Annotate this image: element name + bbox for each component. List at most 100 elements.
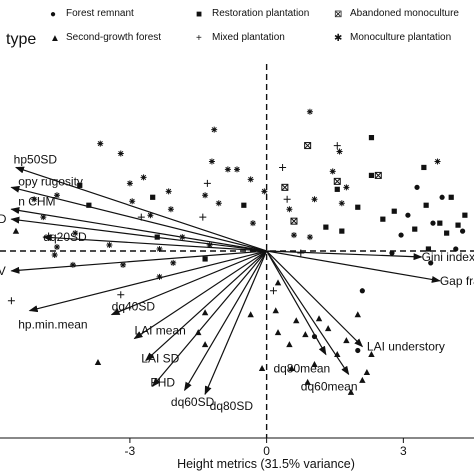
point-monoculture-plantation	[343, 184, 350, 191]
point-monoculture-plantation	[211, 126, 218, 133]
point-monoculture-plantation	[311, 196, 318, 203]
loading-label: Gini index	[422, 250, 474, 264]
point-mixed-plantation	[7, 297, 15, 305]
point-forest-remnant	[405, 212, 411, 218]
point-second-growth-forest	[363, 368, 371, 375]
point-monoculture-plantation	[261, 188, 268, 195]
point-second-growth-forest	[94, 359, 102, 366]
loading-arrow	[266, 250, 423, 261]
point-forest-remnant	[389, 250, 395, 256]
point-restoration-plantation	[86, 202, 92, 208]
point-forest-remnant	[398, 232, 404, 238]
loading-label: hp50SD	[14, 152, 58, 166]
point-monoculture-plantation	[51, 251, 58, 258]
loading-arrow	[152, 250, 268, 388]
point-monoculture-plantation	[234, 166, 240, 173]
point-monoculture-plantation	[53, 244, 60, 251]
legend-label: Second-growth forest	[66, 32, 161, 43]
point-abandoned-monoculture	[290, 217, 298, 225]
point-second-growth-forest	[311, 360, 318, 367]
point-restoration-plantation	[421, 164, 427, 171]
point-second-growth-forest	[12, 227, 20, 234]
point-mixed-plantation	[283, 195, 291, 203]
point-mixed-plantation	[199, 213, 207, 221]
loading-arrow	[266, 250, 327, 356]
loading-label: dq80SD	[210, 399, 254, 413]
loading-label: V	[0, 264, 6, 278]
point-restoration-plantation	[425, 246, 432, 252]
loading-arrow	[10, 207, 267, 252]
point-monoculture-plantation	[120, 261, 127, 268]
point-monoculture-plantation	[338, 200, 345, 207]
legend-label: Forest remnant	[66, 8, 134, 19]
point-mixed-plantation	[203, 179, 211, 187]
loading-label: dq60mean	[301, 379, 358, 393]
legend-items: ● Forest remnant ■ Restoration plantation ⊠ A…	[50, 8, 459, 44]
point-monoculture-plantation	[290, 232, 297, 239]
loading-label: dq80mean	[273, 361, 330, 375]
point-monoculture-plantation	[434, 158, 441, 165]
loading-arrow	[266, 250, 350, 376]
point-restoration-plantation	[448, 194, 454, 200]
legend-marker: ✱	[334, 33, 342, 44]
point-mixed-plantation	[269, 287, 277, 295]
point-second-growth-forest	[201, 309, 209, 316]
point-second-growth-forest	[347, 388, 355, 395]
legend-label: Monoculture plantation	[350, 32, 451, 43]
point-monoculture-plantation	[147, 212, 154, 219]
loading-label: LAI understory	[367, 339, 445, 353]
legend-marker: ⊠	[334, 9, 342, 20]
loading-label: dq20SD	[43, 230, 87, 244]
point-monoculture-plantation	[224, 166, 231, 173]
loading-label: LAI mean	[134, 324, 185, 338]
loading-arrow	[10, 185, 267, 252]
point-second-growth-forest	[288, 364, 295, 371]
point-forest-remnant	[428, 260, 434, 266]
point-restoration-plantation	[355, 204, 361, 210]
point-monoculture-plantation	[206, 242, 213, 249]
point-restoration-plantation	[444, 230, 450, 236]
x-tick-label: 3	[400, 444, 407, 458]
point-second-growth-forest	[343, 337, 350, 344]
point-restoration-plantation	[462, 212, 468, 218]
point-monoculture-plantation	[208, 158, 215, 165]
point-restoration-plantation	[391, 208, 397, 214]
point-second-growth-forest	[359, 376, 366, 383]
point-abandoned-monoculture	[304, 142, 312, 150]
point-second-growth-forest	[258, 364, 266, 371]
axes: -3 0 3	[0, 64, 474, 458]
point-monoculture-plantation	[72, 230, 79, 237]
point-abandoned-monoculture	[374, 171, 382, 179]
point-forest-remnant	[414, 184, 420, 190]
point-monoculture-plantation	[306, 108, 313, 115]
legend: type ● Forest remnant ■ Restoration plantat…	[6, 8, 459, 48]
point-second-growth-forest	[274, 329, 282, 336]
point-mixed-plantation	[117, 291, 125, 299]
point-restoration-plantation	[77, 182, 83, 188]
loading-arrow	[204, 250, 268, 396]
point-monoculture-plantation	[170, 259, 177, 266]
point-restoration-plantation	[323, 224, 329, 230]
point-restoration-plantation	[202, 256, 208, 262]
loading-arrow	[28, 250, 267, 313]
point-monoculture-plantation	[329, 168, 336, 175]
legend-marker: ●	[50, 9, 56, 20]
point-monoculture-plantation	[247, 176, 254, 183]
loading-arrow	[110, 250, 267, 316]
point-second-growth-forest	[293, 317, 300, 324]
loading-arrow	[184, 250, 268, 392]
point-monoculture-plantation	[106, 242, 113, 249]
loading-arrow	[145, 250, 268, 362]
legend-marker: ■	[196, 9, 202, 20]
legend-label: Abandoned monoculture	[350, 8, 459, 19]
point-monoculture-plantation	[53, 192, 60, 199]
point-forest-remnant	[460, 228, 466, 234]
legend-label: Mixed plantation	[212, 32, 285, 43]
point-monoculture-plantation	[249, 220, 256, 227]
point-second-growth-forest	[272, 307, 279, 314]
point-monoculture-plantation	[165, 188, 172, 195]
loading-label: hp.min.mean	[18, 318, 87, 332]
point-second-growth-forest	[368, 351, 375, 358]
point-mixed-plantation	[333, 142, 341, 150]
